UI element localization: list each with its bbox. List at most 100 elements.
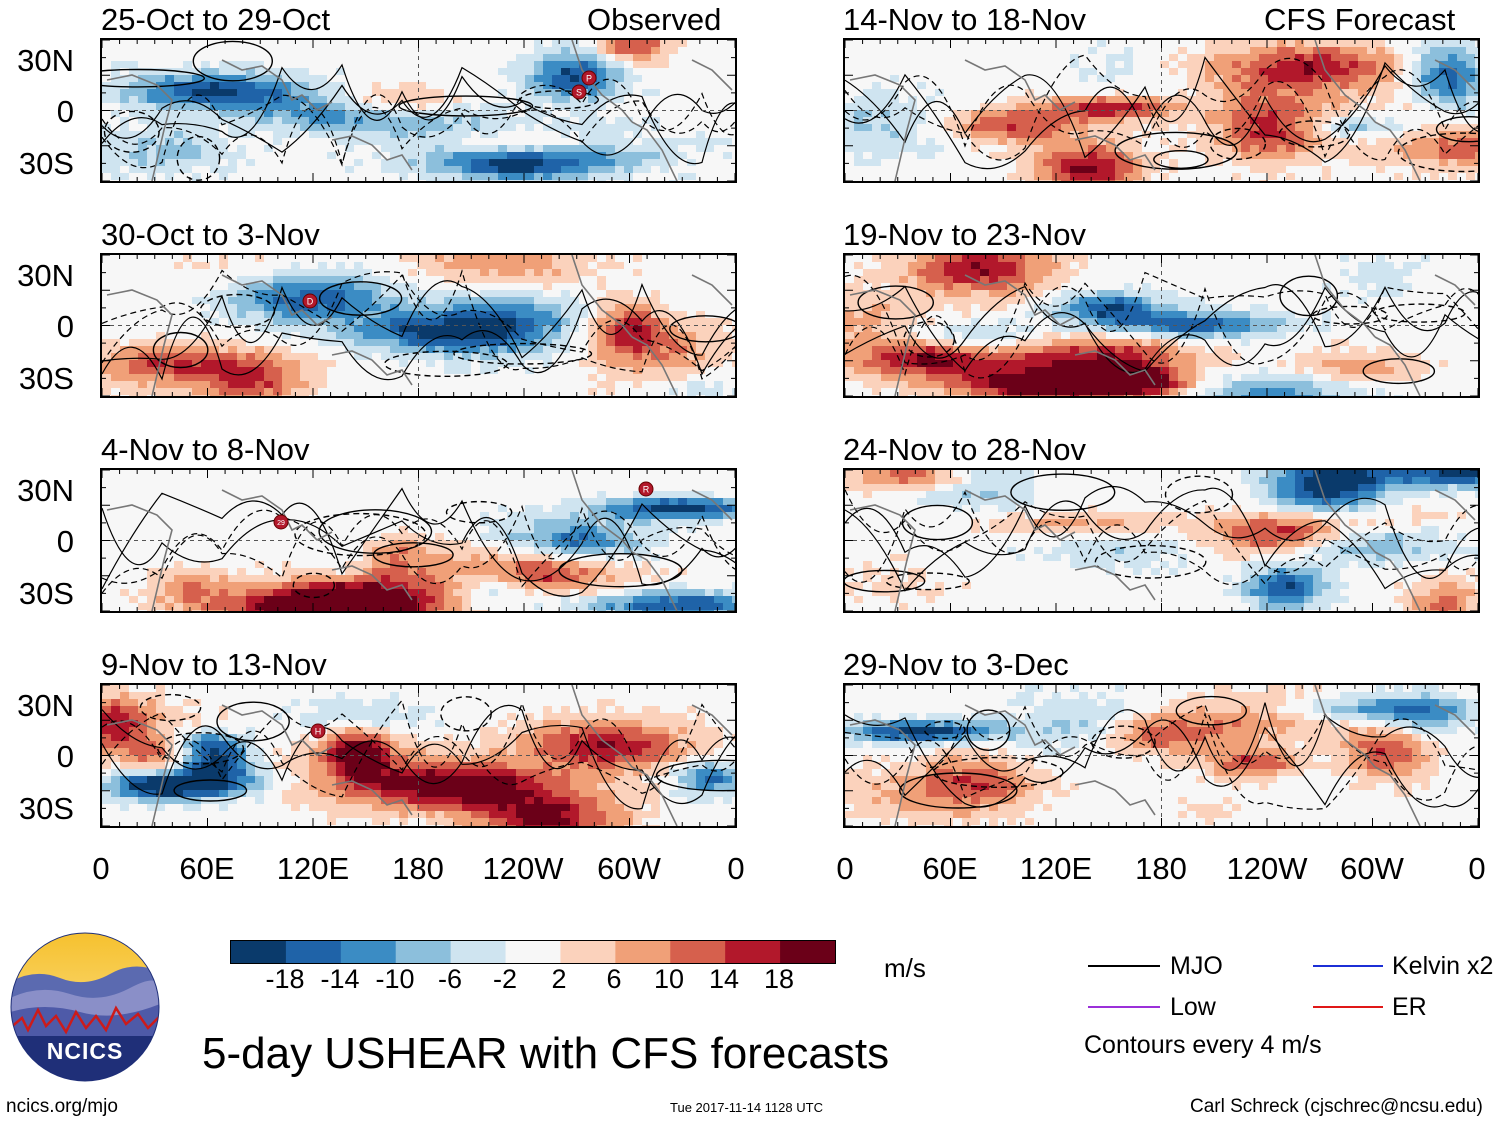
shear-cell [336,491,345,498]
shear-cell [156,103,165,110]
shear-cell [606,173,615,180]
shear-cell [300,381,309,388]
shear-cell [228,318,237,325]
shear-cell [120,304,129,311]
shear-cell [246,470,255,477]
shear-cell [120,519,129,526]
shear-cell [714,540,723,547]
shear-cell [570,346,579,353]
shear-cell [651,575,660,582]
shear-cell [615,40,624,47]
shear-cell [462,470,471,477]
shear-cell [228,353,237,360]
shear-cell [354,526,363,533]
shear-cell [120,533,129,540]
shear-cell [471,484,480,491]
shear-cell [318,159,327,166]
shear-cell [228,103,237,110]
shear-cell [624,339,633,346]
shear-cell [336,519,345,526]
shear-cell [327,110,336,117]
shear-cell [417,519,426,526]
shear-cell [543,173,552,180]
shear-cell [705,297,714,304]
shear-cell [498,166,507,173]
shear-cell [426,318,435,325]
shear-cell [678,353,687,360]
shear-cell [687,159,696,166]
shear-cell [453,159,462,166]
shear-cell [480,180,489,181]
shear-cell [336,152,345,159]
shear-cell [408,297,417,304]
shear-cell [345,568,354,575]
shear-cell [507,498,516,505]
shear-cell [507,82,516,89]
shear-cell [696,596,705,603]
shear-cell [705,276,714,283]
shear-cell [642,325,651,332]
shear-cell [471,96,480,103]
shear-cell [696,180,705,181]
shear-cell [138,318,147,325]
shear-cell [120,477,129,484]
shear-cell [408,124,417,131]
shear-cell [318,603,327,610]
shear-cell [354,262,363,269]
shear-cell [111,575,120,582]
shear-cell [570,138,579,145]
shear-cell [237,498,246,505]
shear-cell [480,561,489,568]
shear-cell [111,582,120,589]
shear-cell [228,346,237,353]
shear-cell [669,75,678,82]
shear-cell [408,470,417,477]
shear-cell [669,561,678,568]
shear-cell [273,526,282,533]
shear-cell [687,477,696,484]
shear-cell [318,47,327,54]
shear-cell [678,96,687,103]
shear-cell [732,159,735,166]
shear-cell [642,367,651,374]
shear-cell [687,311,696,318]
shear-cell [210,367,219,374]
shear-cell [597,103,606,110]
shear-cell [615,596,624,603]
shear-cell [354,138,363,145]
shear-cell [426,346,435,353]
shear-cell [732,103,735,110]
shear-cell [282,117,291,124]
shear-cell [381,589,390,596]
shear-cell [489,533,498,540]
shear-cell [120,68,129,75]
shear-cell [651,304,660,311]
shear-cell [444,54,453,61]
shear-cell [138,540,147,547]
shear-cell [363,269,372,276]
shear-cell [480,145,489,152]
shear-cell [390,477,399,484]
shear-cell [516,353,525,360]
shear-cell [399,89,408,96]
shear-cell [408,554,417,561]
shear-cell [201,346,210,353]
shear-cell [525,166,534,173]
shear-cell [210,561,219,568]
shear-cell [282,89,291,96]
shear-cell [444,561,453,568]
shear-cell [156,610,165,611]
shear-cell [543,339,552,346]
shear-cell [723,381,732,388]
shear-cell [606,339,615,346]
shear-cell [471,68,480,75]
shear-cell [561,262,570,269]
shear-cell [192,589,201,596]
shear-cell [642,596,651,603]
shear-cell [525,582,534,589]
shear-cell [309,554,318,561]
shear-cell [624,332,633,339]
shear-cell [705,568,714,575]
shear-cell [435,110,444,117]
shear-cell [228,685,237,692]
